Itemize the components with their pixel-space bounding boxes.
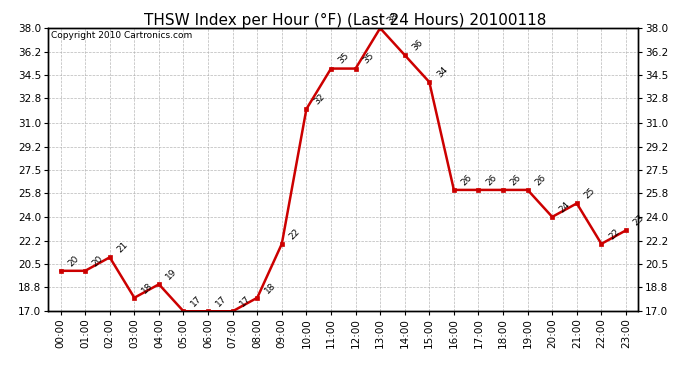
- Text: 22: 22: [287, 227, 302, 241]
- Text: 26: 26: [509, 173, 523, 187]
- Text: 36: 36: [411, 38, 425, 52]
- Text: 18: 18: [263, 280, 277, 295]
- Text: 19: 19: [164, 267, 179, 282]
- Text: 35: 35: [361, 51, 375, 66]
- Text: 26: 26: [533, 173, 548, 187]
- Text: 17: 17: [189, 294, 204, 309]
- Text: 17: 17: [238, 294, 253, 309]
- Text: 24: 24: [558, 200, 572, 214]
- Text: 35: 35: [337, 51, 351, 66]
- Text: 38: 38: [386, 11, 400, 26]
- Text: 34: 34: [435, 65, 449, 79]
- Text: 23: 23: [631, 213, 646, 228]
- Text: 18: 18: [140, 280, 155, 295]
- Text: 26: 26: [484, 173, 498, 187]
- Text: 20: 20: [66, 254, 81, 268]
- Text: 26: 26: [460, 173, 474, 187]
- Text: 20: 20: [90, 254, 105, 268]
- Text: 32: 32: [312, 92, 326, 106]
- Text: THSW Index per Hour (°F) (Last 24 Hours) 20100118: THSW Index per Hour (°F) (Last 24 Hours)…: [144, 13, 546, 28]
- Text: 17: 17: [214, 294, 228, 309]
- Text: 22: 22: [607, 227, 621, 241]
- Text: 21: 21: [115, 240, 130, 255]
- Text: 25: 25: [582, 186, 597, 201]
- Text: Copyright 2010 Cartronics.com: Copyright 2010 Cartronics.com: [51, 31, 193, 40]
